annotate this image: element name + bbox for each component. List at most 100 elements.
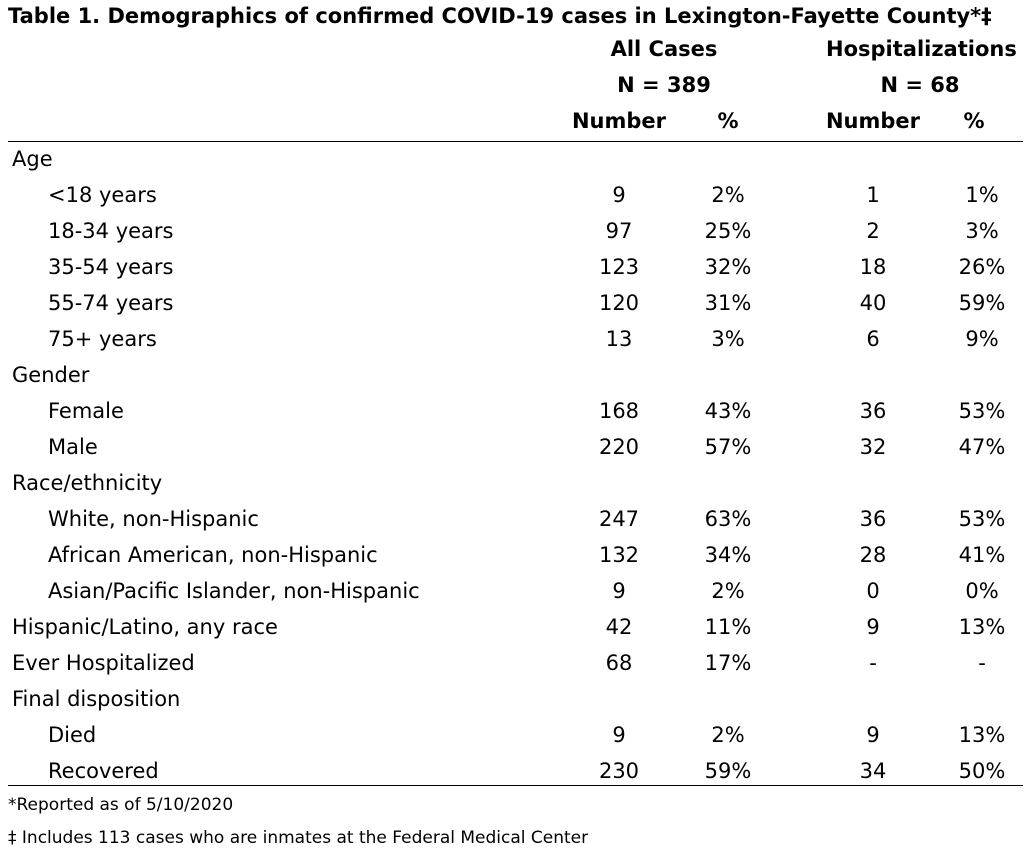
table-title: Table 1. Demographics of confirmed COVID… (8, 4, 992, 28)
cell-pct-hosp: 59% (958, 291, 1006, 315)
header-rule (8, 141, 1023, 142)
cell-pct-hosp: 26% (958, 255, 1006, 279)
row-label: Final disposition (12, 687, 181, 711)
col-header-pct-all: % (717, 109, 739, 133)
cell-pct-hosp: 13% (958, 723, 1006, 747)
table-row: Age (0, 141, 1024, 177)
row-label: White, non-Hispanic (48, 507, 259, 531)
cell-pct-hosp: 53% (958, 399, 1006, 423)
cell-number-all: 9 (612, 579, 626, 603)
cell-number-all: 120 (598, 291, 640, 315)
group-header-all-cases: All Cases (610, 37, 718, 61)
cell-pct-hosp: 47% (958, 435, 1006, 459)
cell-number-hosp: 0 (866, 579, 880, 603)
row-label: <18 years (48, 183, 157, 207)
cell-number-hosp: 40 (859, 291, 887, 315)
cell-pct-hosp: 53% (958, 507, 1006, 531)
table-row: Hispanic/Latino, any race 42 11% 9 13% (0, 609, 1024, 645)
table-row: Race/ethnicity (0, 465, 1024, 501)
row-label: African American, non-Hispanic (48, 543, 378, 567)
cell-number-hosp: 9 (866, 615, 880, 639)
row-label: Ever Hospitalized (12, 651, 195, 675)
row-label: 55-74 years (48, 291, 174, 315)
cell-pct-hosp: 13% (958, 615, 1006, 639)
cell-number-all: 68 (605, 651, 633, 675)
col-header-pct-hosp: % (963, 109, 985, 133)
row-label: 75+ years (48, 327, 157, 351)
cell-number-hosp: 2 (866, 219, 880, 243)
group-header-hospitalizations: Hospitalizations (826, 37, 1017, 61)
cell-pct-all: 57% (704, 435, 752, 459)
cell-pct-all: 17% (704, 651, 752, 675)
table-row: African American, non-Hispanic 132 34% 28 41… (0, 537, 1024, 573)
cell-number-hosp: 36 (859, 399, 887, 423)
cell-pct-all: 31% (704, 291, 752, 315)
cell-number-all: 97 (605, 219, 633, 243)
cell-pct-hosp: - (978, 651, 986, 675)
cell-pct-hosp: 0% (965, 579, 999, 603)
cell-number-hosp: 1 (866, 183, 880, 207)
table-row: 35-54 years 123 32% 18 26% (0, 249, 1024, 285)
cell-number-hosp: 6 (866, 327, 880, 351)
table-row: Final disposition (0, 681, 1024, 717)
cell-number-all: 42 (605, 615, 633, 639)
table-row: Female 168 43% 36 53% (0, 393, 1024, 429)
row-label: Asian/Pacific Islander, non-Hispanic (48, 579, 420, 603)
table-row: 55-74 years 120 31% 40 59% (0, 285, 1024, 321)
cell-pct-all: 34% (704, 543, 752, 567)
table-row: Died 9 2% 9 13% (0, 717, 1024, 753)
table-row: Male 220 57% 32 47% (0, 429, 1024, 465)
cell-pct-hosp: 9% (965, 327, 999, 351)
row-label: Gender (12, 363, 90, 387)
cell-number-all: 13 (605, 327, 633, 351)
row-label: Age (12, 147, 53, 171)
row-label: Race/ethnicity (12, 471, 163, 495)
cell-pct-all: 2% (711, 579, 745, 603)
row-label: Recovered (48, 759, 159, 783)
col-header-number-hosp: Number (825, 109, 921, 133)
cell-number-all: 247 (598, 507, 640, 531)
cell-number-all: 9 (612, 723, 626, 747)
row-label: Male (48, 435, 98, 459)
table-row: <18 years 9 2% 1 1% (0, 177, 1024, 213)
cell-pct-all: 32% (704, 255, 752, 279)
cell-number-hosp: - (869, 651, 877, 675)
cell-pct-hosp: 1% (965, 183, 999, 207)
row-label: Died (48, 723, 97, 747)
cell-number-hosp: 32 (859, 435, 887, 459)
footer-rule (8, 785, 1023, 786)
cell-number-hosp: 28 (859, 543, 887, 567)
cell-pct-hosp: 41% (958, 543, 1006, 567)
cell-pct-all: 2% (711, 723, 745, 747)
cell-pct-all: 43% (704, 399, 752, 423)
cell-number-hosp: 34 (859, 759, 887, 783)
cell-number-hosp: 9 (866, 723, 880, 747)
table-row: White, non-Hispanic 247 63% 36 53% (0, 501, 1024, 537)
cell-number-hosp: 18 (859, 255, 887, 279)
cell-pct-all: 11% (704, 615, 752, 639)
row-label: Hispanic/Latino, any race (12, 615, 278, 639)
row-label: 35-54 years (48, 255, 174, 279)
table-row: 18-34 years 97 25% 2 3% (0, 213, 1024, 249)
table-row: Recovered 230 59% 34 50% (0, 753, 1024, 789)
table-row: 75+ years 13 3% 6 9% (0, 321, 1024, 357)
cell-number-all: 220 (598, 435, 640, 459)
table-row: Ever Hospitalized 68 17% - - (0, 645, 1024, 681)
footnote-reported: *Reported as of 5/10/2020 (8, 795, 234, 815)
cell-number-all: 9 (612, 183, 626, 207)
row-label: Female (48, 399, 124, 423)
row-label: 18-34 years (48, 219, 174, 243)
cell-number-all: 123 (598, 255, 640, 279)
cell-number-hosp: 36 (859, 507, 887, 531)
footnote-inmates: ‡ Includes 113 cases who are inmates at … (8, 828, 589, 848)
col-header-number-all: Number (571, 109, 667, 133)
cell-pct-all: 59% (704, 759, 752, 783)
cell-pct-all: 2% (711, 183, 745, 207)
group-n-all-cases: N = 389 (617, 73, 711, 97)
table-row: Gender (0, 357, 1024, 393)
cell-pct-hosp: 3% (965, 219, 999, 243)
cell-pct-all: 25% (704, 219, 752, 243)
cell-pct-all: 3% (711, 327, 745, 351)
cell-number-all: 132 (598, 543, 640, 567)
cell-number-all: 230 (598, 759, 640, 783)
